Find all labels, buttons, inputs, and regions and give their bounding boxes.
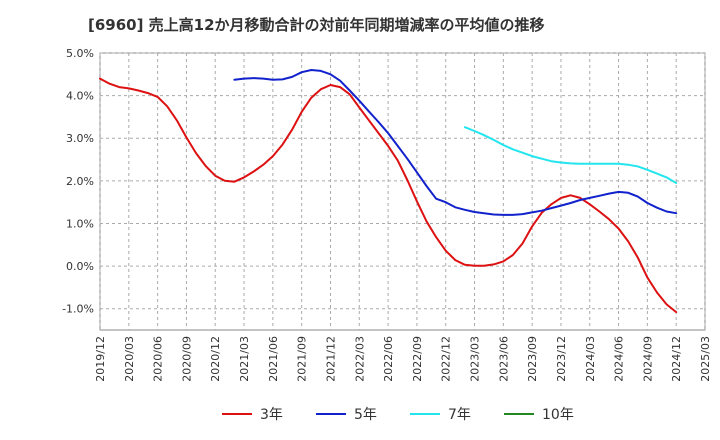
y-axis-ticks: 5.0% 4.0% 3.0% 2.0% 1.0% 0.0% -1.0% [62,47,94,316]
x-tick-label: 2021/03 [238,336,251,382]
x-tick-label: 2025/03 [699,336,712,382]
legend-label: 7年 [448,407,471,423]
x-tick-label: 2021/12 [324,336,337,382]
x-tick-label: 2024/03 [584,336,597,382]
x-tick-label: 2022/12 [440,336,453,382]
y-tick-label: 1.0% [66,217,94,230]
x-tick-label: 2024/06 [613,336,626,382]
x-tick-label: 2020/09 [180,336,193,382]
x-tick-label: 2024/09 [641,336,654,382]
y-tick-label: -1.0% [62,303,94,316]
legend-label: 10年 [542,407,574,423]
series-line-7年 [463,126,678,184]
x-tick-label: 2022/06 [382,336,395,382]
x-tick-label: 2024/12 [670,336,683,382]
x-tick-label: 2023/09 [526,336,539,382]
x-tick-label: 2020/03 [123,336,136,382]
series-line-5年 [233,69,678,216]
legend: 3年 5年 7年 10年 [222,407,574,423]
x-tick-label: 2020/12 [209,336,222,382]
y-tick-label: 0.0% [66,260,94,273]
x-tick-label: 2021/06 [267,336,280,382]
series-line-3年 [99,77,678,314]
series-lines [99,69,678,314]
x-tick-label: 2021/09 [296,336,309,382]
y-tick-label: 4.0% [66,90,94,103]
x-tick-label: 2020/06 [152,336,165,382]
plot-area [99,52,706,331]
chart-title: [6960] 売上高12か月移動合計の対前年同期増減率の平均値の推移 [88,16,545,34]
x-tick-label: 2022/03 [353,336,366,382]
legend-label: 3年 [260,407,283,423]
x-tick-label: 2023/06 [497,336,510,382]
y-tick-label: 2.0% [66,175,94,188]
x-tick-label: 2023/12 [555,336,568,382]
x-tick-label: 2019/12 [94,336,107,382]
y-tick-label: 3.0% [66,132,94,145]
y-tick-label: 5.0% [66,47,94,60]
grid-lines [99,52,706,330]
x-tick-label: 2022/09 [411,336,424,382]
legend-label: 5年 [354,407,377,423]
x-tick-label: 2023/03 [469,336,482,382]
x-axis-ticks: 2019/12 2020/03 2020/06 2020/09 2020/12 2021/… [94,336,712,382]
